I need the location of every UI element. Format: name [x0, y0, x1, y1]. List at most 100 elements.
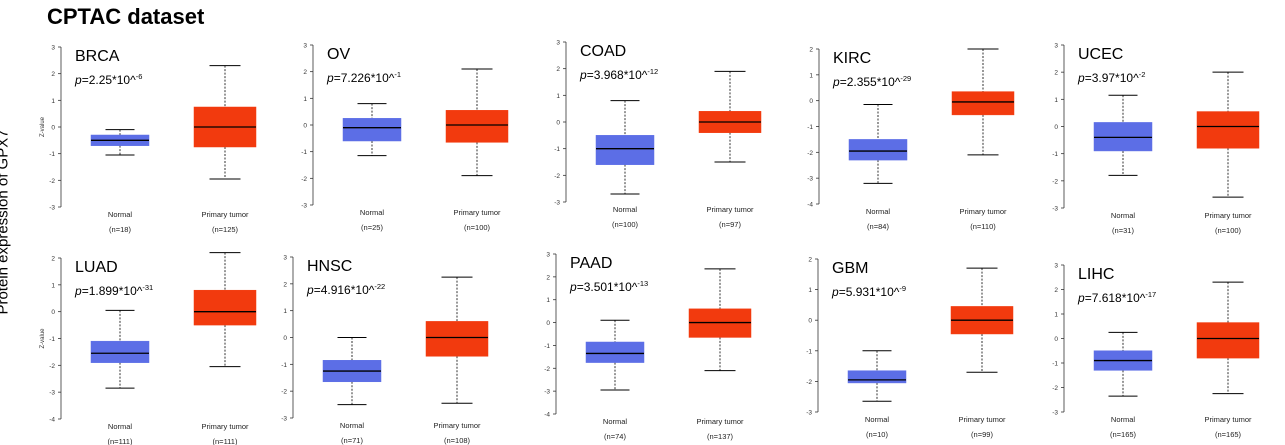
- iqr-box: [445, 110, 509, 143]
- iqr-box: [585, 341, 645, 363]
- p-italic: p: [569, 280, 577, 294]
- y-tick-label: 1: [51, 98, 55, 105]
- p-exponent: -6: [136, 72, 143, 81]
- y-tick-label: 1: [808, 287, 812, 294]
- p-value: p=2.355*10^-29: [832, 74, 911, 89]
- y-tick-label: -3: [554, 200, 560, 207]
- panel-lihc: -3 -2 -1 0 1 2 3 LIHC p=7.618*10^-17 Normal (n=165…: [1052, 263, 1260, 439]
- y-tick-label: 1: [809, 72, 813, 79]
- p-italic: p: [831, 285, 839, 299]
- y-tick-label: 2: [283, 281, 287, 288]
- n-label: (n=100): [1215, 226, 1242, 235]
- y-tick-label: -1: [1052, 151, 1058, 158]
- n-label: (n=108): [444, 436, 471, 445]
- y-tick-label: 3: [283, 255, 287, 262]
- y-tick-label: 2: [51, 256, 55, 263]
- category-label: Primary tumor: [433, 421, 481, 430]
- box-normal: [585, 319, 645, 391]
- category-label: Primary tumor: [1204, 415, 1252, 424]
- y-tick-label: -1: [1052, 361, 1058, 368]
- y-tick-label: 2: [1054, 287, 1058, 294]
- category-label: Normal: [1111, 211, 1136, 220]
- y-tick-label: -2: [49, 178, 55, 185]
- p-value: p=2.25*10^-6: [74, 72, 142, 87]
- p-value: p=5.931*10^-9: [831, 284, 906, 299]
- box-normal: [847, 350, 907, 402]
- p-italic: p: [1077, 291, 1085, 305]
- p-exponent: -9: [899, 284, 906, 293]
- box-normal: [322, 337, 382, 406]
- p-italic: p: [579, 68, 587, 82]
- y-tick-label: -3: [301, 203, 307, 210]
- iqr-box: [1093, 122, 1153, 152]
- panel-paad: -4 -3 -2 -1 0 1 2 3 PAAD p=3.501*10^-13 Normal (n=7…: [544, 252, 752, 441]
- y-tick-label: 0: [556, 120, 560, 127]
- n-label: (n=137): [707, 432, 734, 441]
- category-label: Normal: [603, 417, 628, 426]
- y-tick-label: 3: [1054, 263, 1058, 270]
- y-tick-label: -1: [49, 336, 55, 343]
- y-tick-label: 1: [556, 93, 560, 100]
- n-label: (n=25): [361, 223, 383, 232]
- panel-title: LUAD: [75, 259, 118, 276]
- figure-title: CPTAC dataset: [47, 4, 205, 29]
- panel-hnsc: -3 -2 -1 0 1 2 3 HNSC p=4.916*10^-22 Normal (n=71)…: [281, 255, 489, 445]
- p-exponent: -31: [142, 283, 153, 292]
- y-axis-label: Z-value: [40, 116, 46, 137]
- panel-kirc: -4 -3 -2 -1 0 1 2 KIRC p=2.355*10^-29 Normal (n=84…: [807, 47, 1015, 231]
- p-italic: p: [74, 284, 82, 298]
- n-label: (n=99): [971, 430, 993, 439]
- y-tick-label: 0: [808, 318, 812, 325]
- iqr-box: [595, 135, 655, 165]
- y-tick-label: -3: [806, 410, 812, 417]
- y-tick-label: -4: [49, 417, 55, 424]
- y-tick-label: -1: [281, 362, 287, 369]
- y-tick-label: 1: [51, 282, 55, 289]
- iqr-box: [342, 118, 402, 142]
- y-tick-label: -2: [49, 363, 55, 370]
- y-tick-label: 2: [809, 47, 813, 54]
- category-label: Normal: [108, 422, 133, 431]
- iqr-box: [1196, 322, 1260, 359]
- box-tumor: [951, 48, 1015, 156]
- category-label: Primary tumor: [201, 422, 249, 431]
- box-tumor: [425, 276, 489, 404]
- n-label: (n=31): [1112, 226, 1134, 235]
- y-tick-label: -1: [49, 151, 55, 158]
- panel-title: PAAD: [570, 255, 612, 272]
- p-base: =3.501*10^: [577, 280, 638, 294]
- y-tick-label: 2: [808, 257, 812, 264]
- p-base: =1.899*10^: [82, 284, 143, 298]
- category-label: Normal: [108, 210, 133, 219]
- n-label: (n=74): [604, 432, 626, 441]
- iqr-box: [847, 370, 907, 384]
- p-exponent: -17: [1145, 290, 1156, 299]
- y-tick-label: -3: [1052, 410, 1058, 417]
- y-tick-label: 1: [1054, 312, 1058, 319]
- y-tick-label: -2: [281, 389, 287, 396]
- y-tick-label: -4: [544, 412, 550, 419]
- panel-gbm: -3 -2 -1 0 1 2 GBM p=5.931*10^-9 Normal (n=10) Pri…: [806, 257, 1014, 439]
- y-tick-label: -3: [1052, 206, 1058, 213]
- p-base: =3.97*10^: [1085, 71, 1139, 85]
- p-value: p=4.916*10^-22: [306, 282, 385, 297]
- iqr-box: [1196, 111, 1260, 149]
- n-label: (n=111): [108, 437, 133, 445]
- p-value: p=1.899*10^-31: [74, 283, 153, 298]
- p-italic: p: [306, 283, 314, 297]
- n-label: (n=100): [464, 223, 491, 232]
- category-label: Primary tumor: [706, 205, 754, 214]
- p-base: =4.916*10^: [314, 283, 375, 297]
- box-tumor: [445, 68, 509, 177]
- y-tick-label: 1: [283, 308, 287, 315]
- y-axis-label: Z-value: [40, 328, 46, 349]
- box-tumor: [950, 267, 1014, 373]
- p-exponent: -1: [394, 70, 401, 79]
- category-label: Normal: [360, 208, 385, 217]
- category-label: Primary tumor: [453, 208, 501, 217]
- p-value: p=7.226*10^-1: [326, 70, 401, 85]
- p-exponent: -13: [637, 279, 648, 288]
- iqr-box: [951, 91, 1015, 116]
